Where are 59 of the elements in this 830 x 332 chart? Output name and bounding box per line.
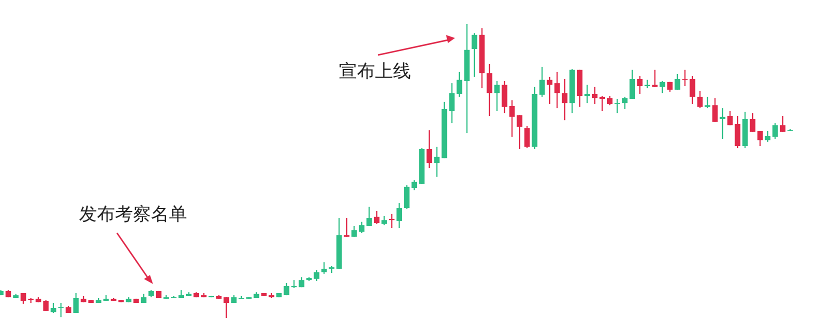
- candlestick: [750, 112, 756, 132]
- candlestick: [494, 80, 500, 112]
- candlestick: [674, 73, 680, 90]
- candlestick: [690, 75, 696, 105]
- candlestick: [358, 221, 364, 234]
- candlestick: [764, 130, 770, 142]
- candlestick: [592, 86, 598, 105]
- candlestick: [539, 66, 545, 98]
- candlestick: [660, 80, 666, 94]
- candlestick: [780, 115, 786, 132]
- candlestick: [426, 130, 432, 169]
- candlestick: [396, 202, 402, 229]
- candlestick: [344, 217, 350, 238]
- candlestick: [727, 110, 733, 126]
- candlestick: [434, 146, 440, 178]
- candlestick: [314, 269, 320, 282]
- candlestick: [704, 96, 710, 109]
- candlestick: [50, 302, 56, 314]
- annotation: 宣布上线: [339, 61, 411, 82]
- candlestick: [584, 84, 590, 104]
- candlestick: [637, 75, 643, 95]
- candlestick: [73, 292, 79, 314]
- candlestick: [449, 82, 455, 124]
- candlestick: [381, 215, 387, 226]
- candlestick: [772, 122, 778, 140]
- candlestick: [712, 97, 718, 122]
- candlestick: [321, 262, 327, 274]
- candlestick: [697, 90, 703, 109]
- candlestick: [43, 299, 49, 312]
- candlestick: [516, 114, 522, 150]
- candlestick: [630, 69, 636, 100]
- candlestick: [284, 282, 290, 296]
- candlestick: [366, 206, 372, 227]
- candlestick: [224, 296, 230, 319]
- annotation: 发布考察名单: [79, 204, 187, 225]
- candlestick: [554, 71, 560, 109]
- candlestick: [614, 98, 620, 114]
- candlestick: [404, 184, 410, 210]
- candlestick: [456, 71, 462, 98]
- candlestick: [720, 107, 726, 140]
- candlestick: [58, 302, 64, 318]
- candlestick: [412, 180, 418, 191]
- candlestick: [351, 225, 357, 238]
- candlestick: [757, 130, 763, 147]
- candlestick: [562, 78, 568, 121]
- candlestick: [502, 80, 508, 114]
- candlestick: [374, 210, 380, 225]
- candlestick: [652, 69, 658, 88]
- candlestick: [486, 63, 492, 117]
- candlestick: [546, 76, 552, 105]
- candlestick: [20, 292, 26, 304]
- candlestick: [682, 69, 688, 87]
- candlestick: [509, 100, 515, 138]
- candlestick: [607, 95, 613, 106]
- candlestick: [524, 125, 530, 149]
- candlestick: [599, 95, 605, 112]
- candlestick: [734, 115, 740, 149]
- candlestick: [622, 96, 628, 110]
- candlestick: [472, 32, 478, 78]
